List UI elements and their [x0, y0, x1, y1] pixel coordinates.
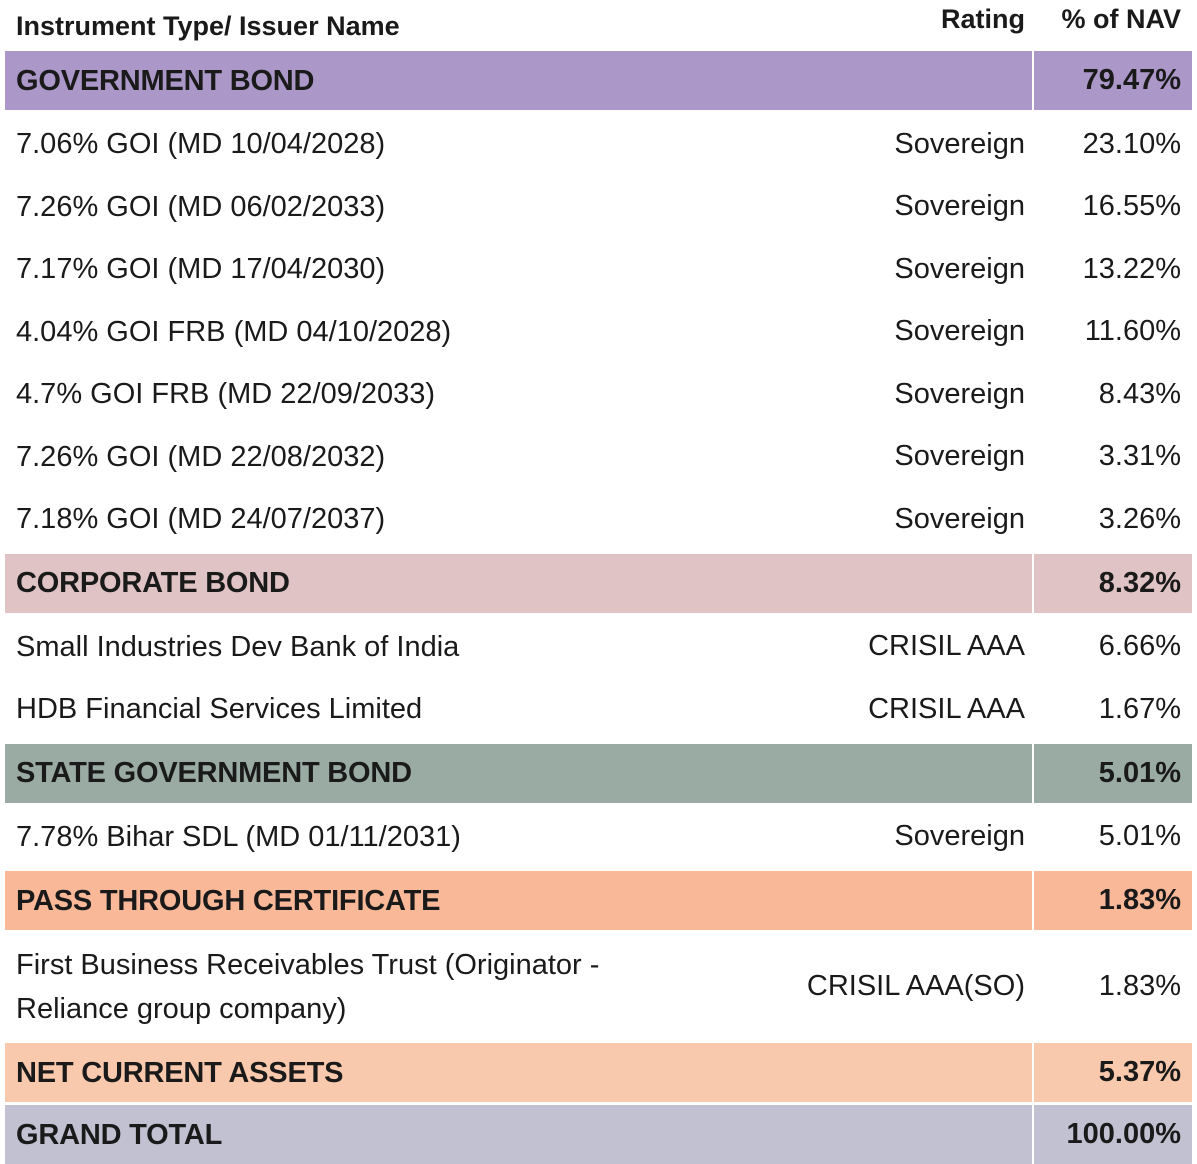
instrument-name-line1: First Business Receivables Trust (Origin…	[16, 948, 600, 981]
section-title: GRAND TOTAL	[16, 1118, 223, 1151]
instrument-nav: 1.83%	[1098, 970, 1181, 1002]
instrument-nav: 11.60%	[1084, 315, 1181, 348]
section-total: 1.83%	[1098, 884, 1181, 916]
section-total: 79.47%	[1082, 64, 1181, 96]
instrument-rating: Sovereign	[894, 502, 1025, 535]
table-row: 7.17% GOI (MD 17/04/2030) Sovereign 13.2…	[5, 238, 1192, 301]
instrument-nav: 5.01%	[1098, 820, 1181, 853]
section-row-grand-total: GRAND TOTAL 100.00%	[5, 1105, 1192, 1164]
instrument-nav: 3.31%	[1098, 440, 1181, 473]
section-rating	[746, 743, 1034, 803]
instrument-rating: Sovereign	[894, 127, 1025, 160]
table-row: 7.78% Bihar SDL (MD 01/11/2031) Sovereig…	[5, 806, 1192, 869]
instrument-name: 4.04% GOI FRB (MD 04/10/2028)	[16, 315, 452, 348]
instrument-nav: 3.26%	[1098, 502, 1181, 535]
instrument-name: HDB Financial Services Limited	[16, 693, 423, 726]
section-row-corporate-bond: CORPORATE BOND 8.32%	[5, 553, 1192, 613]
instrument-rating: Sovereign	[894, 377, 1025, 410]
section-title: NET CURRENT ASSETS	[16, 1056, 344, 1089]
instrument-rating: Sovereign	[894, 252, 1025, 285]
instrument-rating: CRISIL AAA	[868, 630, 1025, 663]
section-total: 5.01%	[1098, 756, 1181, 789]
instrument-name-line2: Reliance group company)	[16, 992, 347, 1025]
table-row: 7.26% GOI (MD 22/08/2032) Sovereign 3.31…	[5, 426, 1192, 489]
header-instrument: Instrument Type/ Issuer Name	[16, 11, 400, 41]
section-rating	[746, 1105, 1034, 1164]
table-header: Instrument Type/ Issuer Name Rating % of…	[5, 0, 1192, 48]
section-row-pass-through-certificate: PASS THROUGH CERTIFICATE 1.83%	[5, 871, 1192, 930]
section-title: PASS THROUGH CERTIFICATE	[16, 884, 441, 917]
section-row-net-current-assets: NET CURRENT ASSETS 5.37%	[5, 1043, 1192, 1102]
instrument-name: 7.06% GOI (MD 10/04/2028)	[16, 128, 386, 161]
instrument-nav: 16.55%	[1082, 190, 1181, 223]
header-rating: Rating	[941, 4, 1025, 34]
section-total: 8.32%	[1098, 566, 1181, 599]
instrument-name: 7.26% GOI (MD 06/02/2033)	[16, 190, 386, 223]
section-row-state-government-bond: STATE GOVERNMENT BOND 5.01%	[5, 743, 1192, 803]
instrument-nav: 13.22%	[1082, 252, 1181, 285]
instrument-rating: Sovereign	[894, 315, 1025, 348]
table-row: 7.18% GOI (MD 24/07/2037) Sovereign 3.26…	[5, 488, 1192, 551]
instrument-name: Small Industries Dev Bank of India	[16, 630, 460, 663]
instrument-rating: Sovereign	[894, 820, 1025, 853]
section-total: 5.37%	[1098, 1056, 1181, 1088]
instrument-name: First Business Receivables Trust (Origin…	[5, 933, 746, 1040]
instrument-rating: Sovereign	[894, 190, 1025, 223]
portfolio-table: Instrument Type/ Issuer Name Rating % of…	[5, 0, 1192, 1164]
instrument-rating: CRISIL AAA(SO)	[806, 970, 1025, 1002]
table-row: First Business Receivables Trust (Origin…	[5, 933, 1192, 1040]
table-row: 4.04% GOI FRB (MD 04/10/2028) Sovereign …	[5, 301, 1192, 364]
section-title: CORPORATE BOND	[16, 567, 290, 599]
instrument-name: 7.18% GOI (MD 24/07/2037)	[16, 503, 386, 536]
instrument-name: 7.17% GOI (MD 17/04/2030)	[16, 253, 386, 286]
section-title: STATE GOVERNMENT BOND	[16, 757, 412, 789]
instrument-name: 7.78% Bihar SDL (MD 01/11/2031)	[16, 820, 461, 853]
instrument-rating: CRISIL AAA	[868, 692, 1025, 725]
section-title: GOVERNMENT BOND	[16, 64, 315, 97]
header-nav: % of NAV	[1061, 4, 1182, 34]
instrument-name: 4.7% GOI FRB (MD 22/09/2033)	[16, 378, 436, 411]
table-row: 4.7% GOI FRB (MD 22/09/2033) Sovereign 8…	[5, 363, 1192, 426]
section-rating	[746, 1043, 1034, 1102]
instrument-nav: 1.67%	[1098, 692, 1181, 725]
instrument-rating: Sovereign	[894, 440, 1025, 473]
section-row-government-bond: GOVERNMENT BOND 79.47%	[5, 51, 1192, 110]
section-rating	[746, 553, 1034, 613]
table-row: HDB Financial Services Limited CRISIL AA…	[5, 678, 1192, 741]
table-row: 7.06% GOI (MD 10/04/2028) Sovereign 23.1…	[5, 113, 1192, 176]
section-rating	[746, 871, 1034, 930]
section-total: 100.00%	[1066, 1118, 1182, 1150]
instrument-nav: 23.10%	[1082, 127, 1181, 160]
instrument-nav: 6.66%	[1098, 630, 1181, 663]
section-rating	[746, 51, 1034, 110]
table-row: Small Industries Dev Bank of India CRISI…	[5, 616, 1192, 679]
instrument-nav: 8.43%	[1098, 377, 1181, 410]
instrument-name: 7.26% GOI (MD 22/08/2032)	[16, 440, 386, 473]
table-row: 7.26% GOI (MD 06/02/2033) Sovereign 16.5…	[5, 176, 1192, 239]
